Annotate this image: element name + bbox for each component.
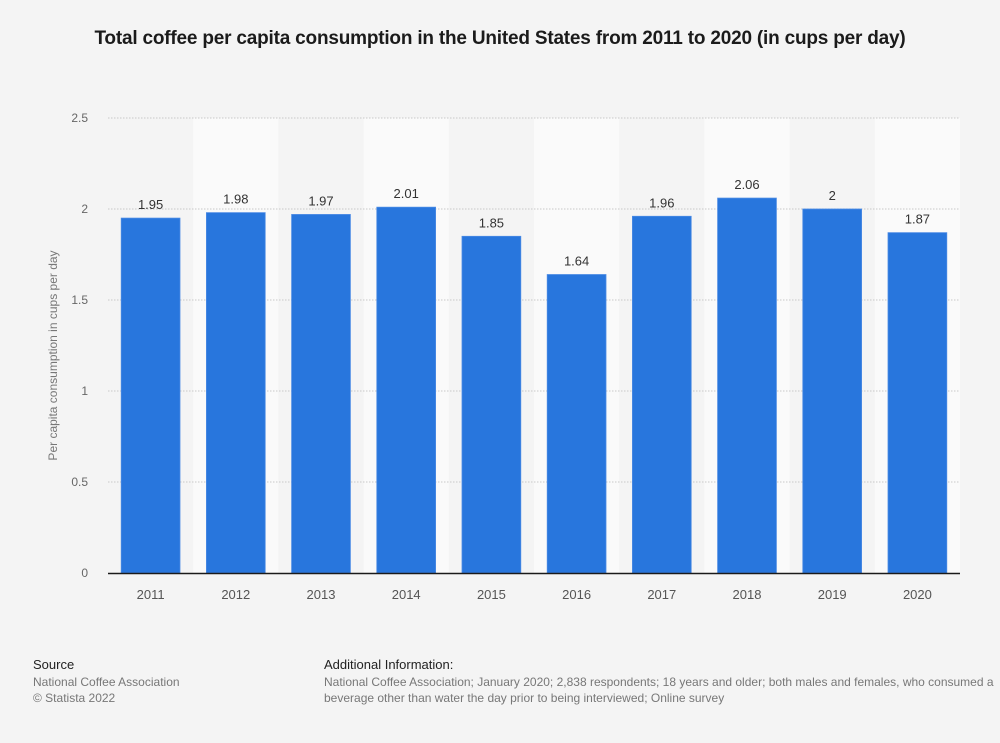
x-tick-label: 2017 [647, 587, 676, 602]
value-label: 1.98 [223, 192, 248, 207]
y-axis-ticks: 0 0.5 1 1.5 2 2.5 [71, 111, 88, 580]
value-labels: 1.95 1.98 1.97 2.01 1.85 1.64 1.96 2.06 2 1.87 [138, 177, 930, 268]
y-tick-label: 2 [81, 202, 88, 216]
y-tick-label: 1 [81, 384, 88, 398]
bar[interactable] [291, 214, 351, 574]
bar[interactable] [632, 215, 692, 574]
y-tick-label: 1.5 [71, 293, 88, 307]
x-tick-label: 2015 [477, 587, 506, 602]
x-axis-ticks: 2011 2012 2013 2014 2015 2016 2017 2018 2019 2020 [137, 587, 932, 602]
value-label: 2 [829, 188, 836, 203]
bar[interactable] [546, 274, 607, 574]
bar[interactable] [120, 217, 181, 574]
x-tick-label: 2011 [137, 587, 165, 602]
source-block: Source National Coffee Association © Sta… [33, 657, 180, 706]
x-tick-label: 2012 [221, 587, 250, 602]
value-label: 1.87 [905, 212, 930, 227]
bar[interactable] [461, 235, 522, 574]
y-tick-label: 0.5 [71, 475, 88, 489]
bar[interactable] [206, 212, 266, 574]
source-line-copyright[interactable]: © Statista 2022 [33, 691, 116, 705]
value-label: 2.06 [734, 177, 759, 192]
source-line-publisher[interactable]: National Coffee Association [33, 675, 180, 689]
additional-info-block: Additional Information: National Coffee … [324, 657, 1000, 706]
chart-title: Total coffee per capita consumption in t… [94, 28, 906, 49]
additional-info-text: National Coffee Association; January 202… [324, 675, 994, 705]
value-label: 1.85 [479, 215, 504, 230]
bar[interactable] [376, 206, 436, 574]
y-tick-label: 0 [81, 566, 88, 580]
bar[interactable] [802, 208, 862, 574]
y-axis-label: Per capita consumption in cups per day [46, 250, 60, 460]
value-label: 1.64 [564, 254, 589, 269]
x-tick-label: 2013 [307, 587, 336, 602]
x-tick-label: 2020 [903, 587, 932, 602]
y-tick-label: 2.5 [71, 111, 88, 125]
value-label: 1.96 [649, 195, 674, 210]
value-label: 1.97 [308, 193, 333, 208]
x-tick-label: 2018 [733, 587, 762, 602]
source-heading: Source [33, 657, 75, 672]
x-tick-label: 2016 [562, 587, 591, 602]
value-label: 1.95 [138, 197, 163, 212]
value-label: 2.01 [394, 186, 419, 201]
x-tick-label: 2019 [818, 587, 847, 602]
additional-info-heading: Additional Information: [324, 657, 454, 672]
bar[interactable] [717, 197, 777, 574]
x-tick-label: 2014 [392, 587, 421, 602]
bars [120, 197, 948, 574]
bar[interactable] [887, 232, 948, 574]
